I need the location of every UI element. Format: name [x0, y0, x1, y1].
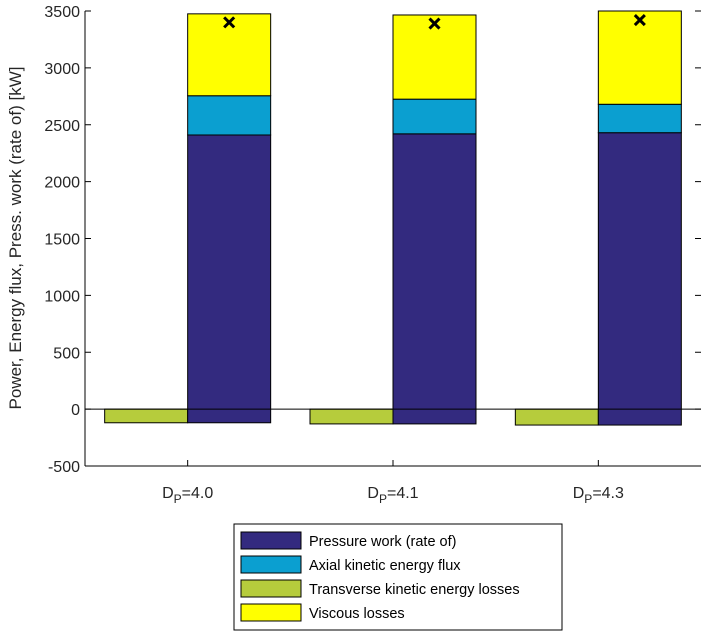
x-tick-label-main: D	[162, 485, 174, 502]
bar-segment	[392, 98, 477, 135]
legend-swatch	[240, 555, 302, 574]
y-tick-label: 500	[53, 345, 80, 362]
bar-segment	[597, 103, 682, 134]
y-tick-label: 0	[71, 402, 80, 419]
bar-segment	[104, 408, 189, 424]
legend-label: Viscous losses	[309, 606, 405, 622]
x-marker	[223, 16, 236, 29]
bar-segment	[392, 14, 477, 100]
legend-label: Transverse kinetic energy losses	[309, 582, 520, 598]
x-marker	[633, 14, 646, 27]
bar-segment	[187, 13, 272, 97]
y-tick-label: 1000	[44, 288, 80, 305]
y-tick-label: -500	[48, 459, 80, 476]
bar-segment	[597, 132, 682, 426]
x-tick-label-main: D	[573, 485, 585, 502]
legend-swatch	[240, 603, 302, 622]
y-tick-label: 3000	[44, 61, 80, 78]
legend-swatch	[240, 531, 302, 550]
y-tick-label: 1500	[44, 232, 80, 249]
bars-layer	[104, 10, 682, 426]
legend-label: Axial kinetic energy flux	[309, 558, 461, 574]
bar-segment	[187, 134, 272, 424]
bar-segment	[514, 408, 599, 426]
legend: Pressure work (rate of) Axial kinetic ene…	[233, 523, 563, 631]
y-tick-label: 2500	[44, 118, 80, 135]
x-tick-label-suffix: =4.3	[592, 485, 624, 502]
bar-segment	[597, 10, 682, 105]
y-tick-label: 2000	[44, 175, 80, 192]
legend-swatch	[240, 579, 302, 598]
x-tick-label-main: D	[367, 485, 379, 502]
x-marker	[428, 17, 441, 30]
y-axis-label: Power, Energy flux, Press. work (rate of…	[6, 67, 25, 410]
x-tick-label-suffix: =4.0	[182, 485, 214, 502]
x-tick-label: DP=4.3	[573, 485, 624, 506]
y-tick-label: 3500	[44, 4, 80, 21]
x-ticks: DP=4.0 DP=4.1 DP=4.3	[162, 460, 624, 506]
legend-label: Pressure work (rate of)	[309, 534, 456, 550]
bar-segment	[187, 95, 272, 136]
x-tick-label-sub: P	[174, 492, 182, 506]
markers-layer	[223, 14, 646, 30]
x-tick-label: DP=4.1	[367, 485, 418, 506]
bar-segment	[309, 408, 394, 425]
bar-segment	[392, 133, 477, 425]
x-tick-label-suffix: =4.1	[387, 485, 419, 502]
x-tick-label-sub: P	[379, 492, 387, 506]
x-tick-label: DP=4.0	[162, 485, 213, 506]
y-ticks: -500 0 500 1000 1500 2000 2500 3000 3500	[44, 4, 701, 476]
x-tick-label-sub: P	[584, 492, 592, 506]
